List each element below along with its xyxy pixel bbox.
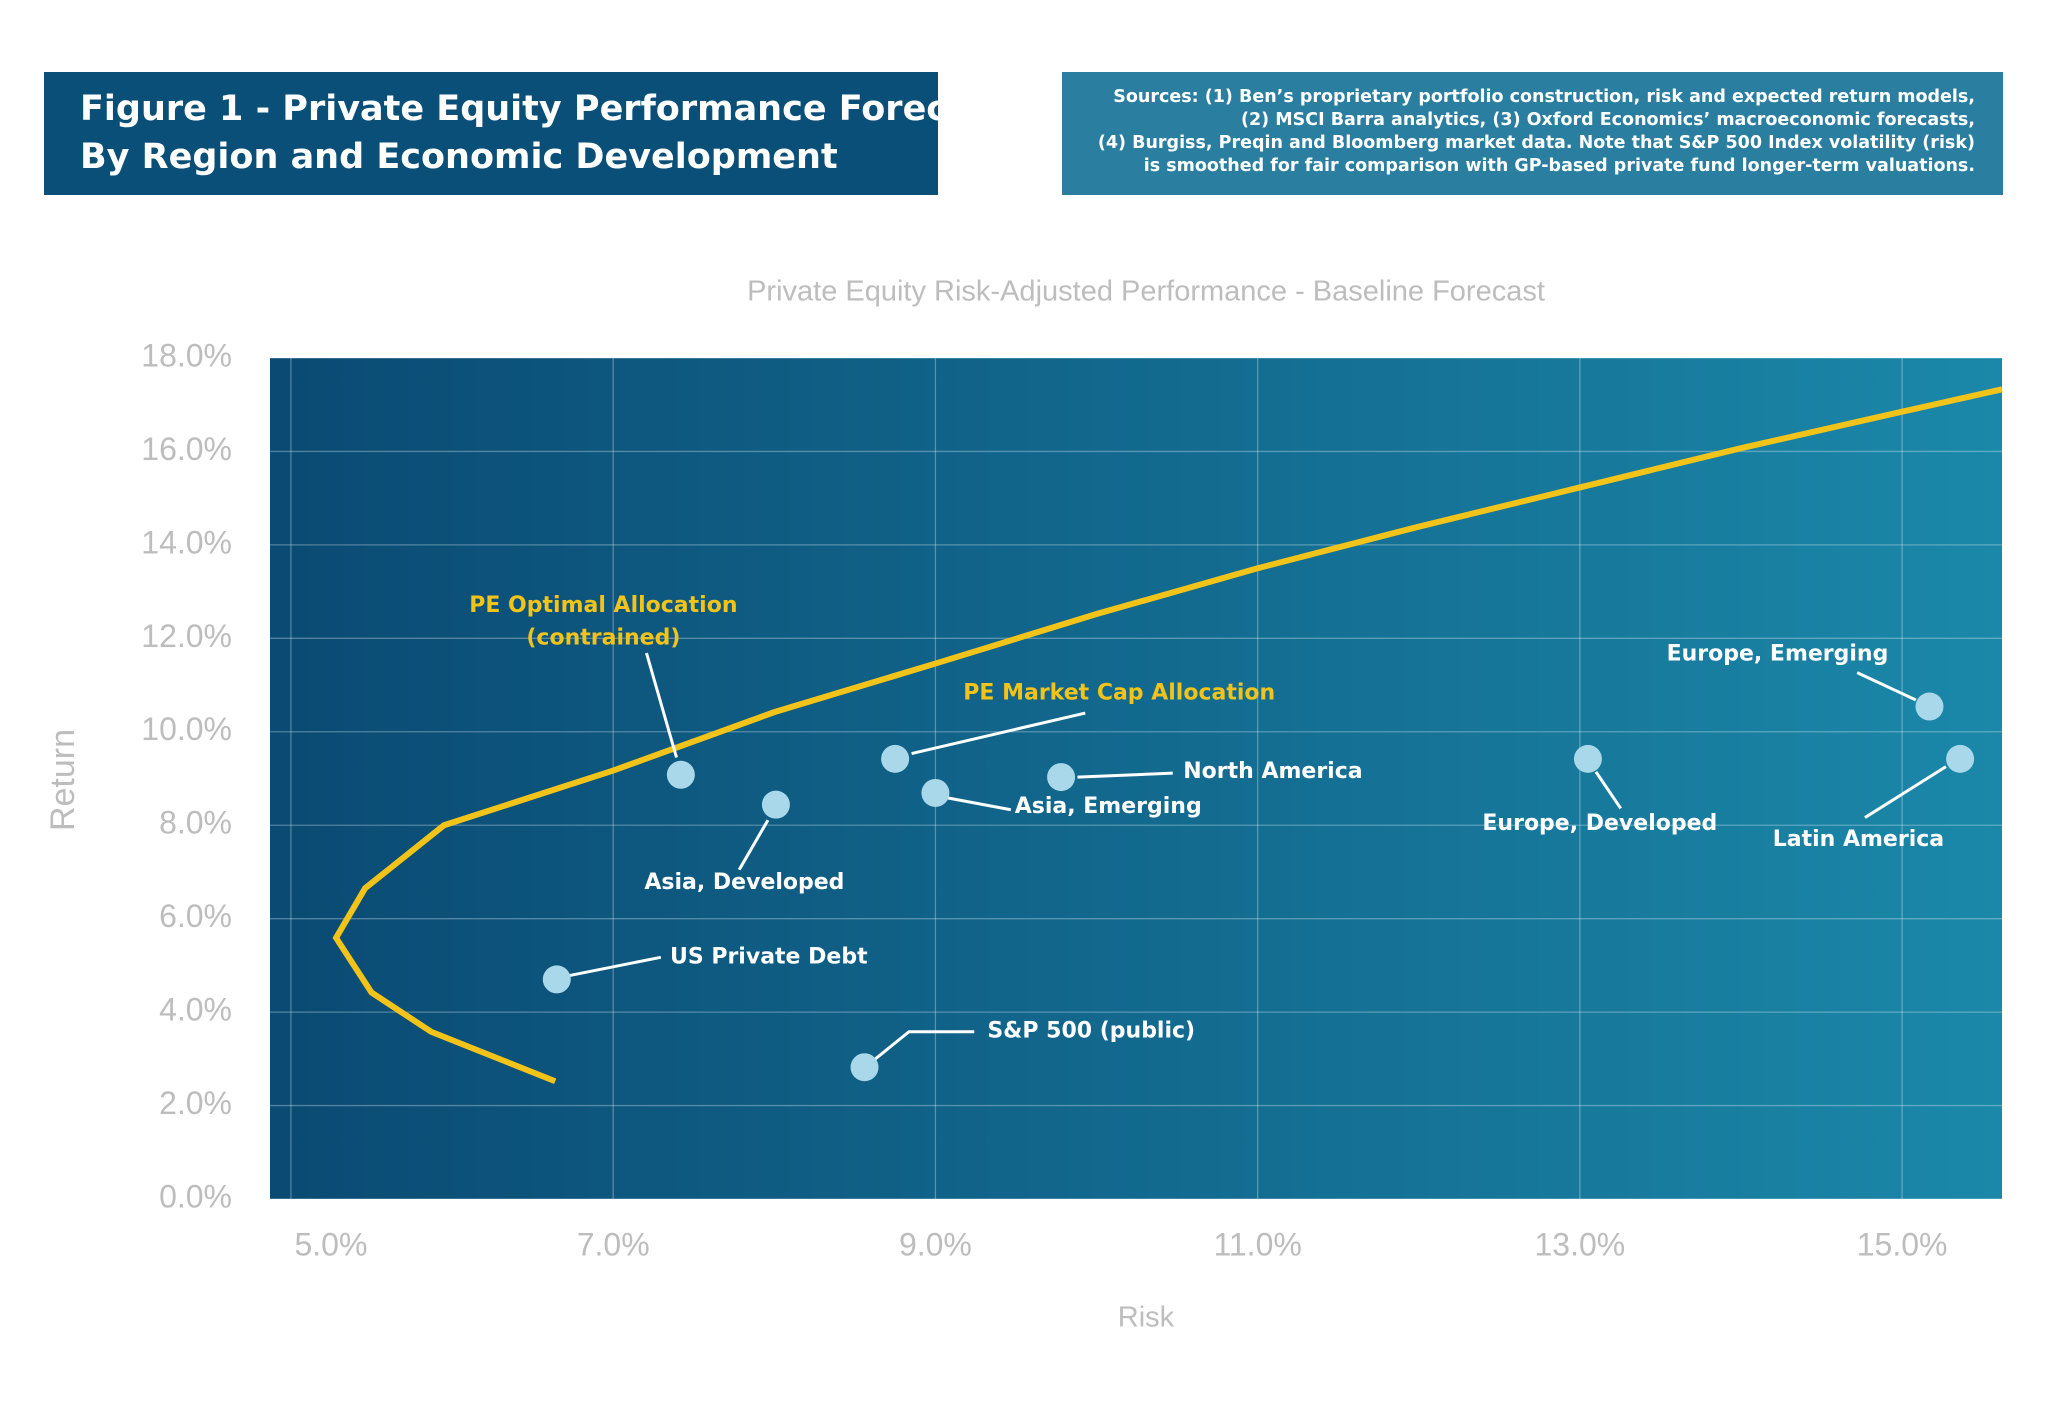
title-box <box>44 72 938 195</box>
leader-line <box>1594 771 1622 810</box>
figure-title: Figure 1 - Private Equity Performance Fo… <box>80 89 1029 129</box>
point <box>666 760 695 789</box>
leader-line <box>1864 765 1947 819</box>
point <box>1915 692 1944 721</box>
x-tick-label: 9.0% <box>899 1226 972 1262</box>
point <box>1946 744 1975 773</box>
leader-line <box>947 796 1012 812</box>
y-tick-label: 12.0% <box>141 618 232 654</box>
point-label: S&P 500 (public) <box>987 1019 1195 1044</box>
point <box>1573 744 1602 773</box>
leader-line <box>1077 771 1173 779</box>
point-label: PE Optimal Allocation <box>469 593 737 618</box>
point-label: Latin America <box>1773 827 1944 852</box>
x-tick-label: 11.0% <box>1213 1226 1301 1262</box>
point-label: North America <box>1183 759 1362 784</box>
point <box>881 744 910 773</box>
y-tick-label: 10.0% <box>141 711 232 747</box>
x-tick-label: 15.0% <box>1857 1226 1948 1262</box>
point-label: PE Market Cap Allocation <box>963 680 1275 705</box>
y-tick-label: 0.0% <box>159 1178 232 1214</box>
point-label: Europe, Developed <box>1482 811 1717 836</box>
y-tick-label: 16.0% <box>141 431 232 467</box>
sources-box <box>1062 72 2003 195</box>
y-tick-label: 4.0% <box>159 992 232 1028</box>
x-axis-label: Risk <box>1118 1302 1175 1334</box>
chart-title: Private Equity Risk-Adjusted Performance… <box>747 276 1545 308</box>
leader-line <box>874 1030 975 1061</box>
leader-line <box>737 819 770 871</box>
figure-title: By Region and Economic Development <box>80 137 838 177</box>
y-tick-label: 8.0% <box>159 805 232 841</box>
y-axis-label: Return <box>44 729 82 831</box>
point <box>921 778 950 807</box>
x-tick-label: 5.0% <box>294 1226 367 1262</box>
y-tick-label: 2.0% <box>159 1085 232 1121</box>
y-tick-label: 6.0% <box>159 898 232 934</box>
sources: Sources: (1) Ben’s proprietary portfolio… <box>1113 87 1975 107</box>
point <box>542 965 571 994</box>
leader-line <box>645 652 678 758</box>
point-label: Asia, Emerging <box>1015 794 1202 819</box>
leader-line <box>1856 671 1917 702</box>
sources: is smoothed for fair comparison with GP-… <box>1144 156 1975 176</box>
y-tick-label: 14.0% <box>141 524 232 560</box>
x-tick-label: 7.0% <box>577 1226 650 1262</box>
leader-line <box>569 955 662 978</box>
leader-line <box>911 711 1086 756</box>
point-label: Asia, Developed <box>644 870 844 895</box>
plot-area <box>270 358 2002 1199</box>
point-label: US Private Debt <box>670 944 868 969</box>
point-label: Europe, Emerging <box>1667 641 1889 666</box>
point <box>1047 763 1076 792</box>
y-tick-label: 18.0% <box>141 337 232 373</box>
x-tick-label: 13.0% <box>1535 1226 1626 1262</box>
point <box>850 1053 879 1082</box>
point-label: (contrained) <box>526 626 680 651</box>
sources: (4) Burgiss, Preqin and Bloomberg market… <box>1098 133 1975 153</box>
frontier-line <box>332 386 2003 1085</box>
point <box>761 790 790 819</box>
sources: (2) MSCI Barra analytics, (3) Oxford Eco… <box>1241 110 1975 130</box>
